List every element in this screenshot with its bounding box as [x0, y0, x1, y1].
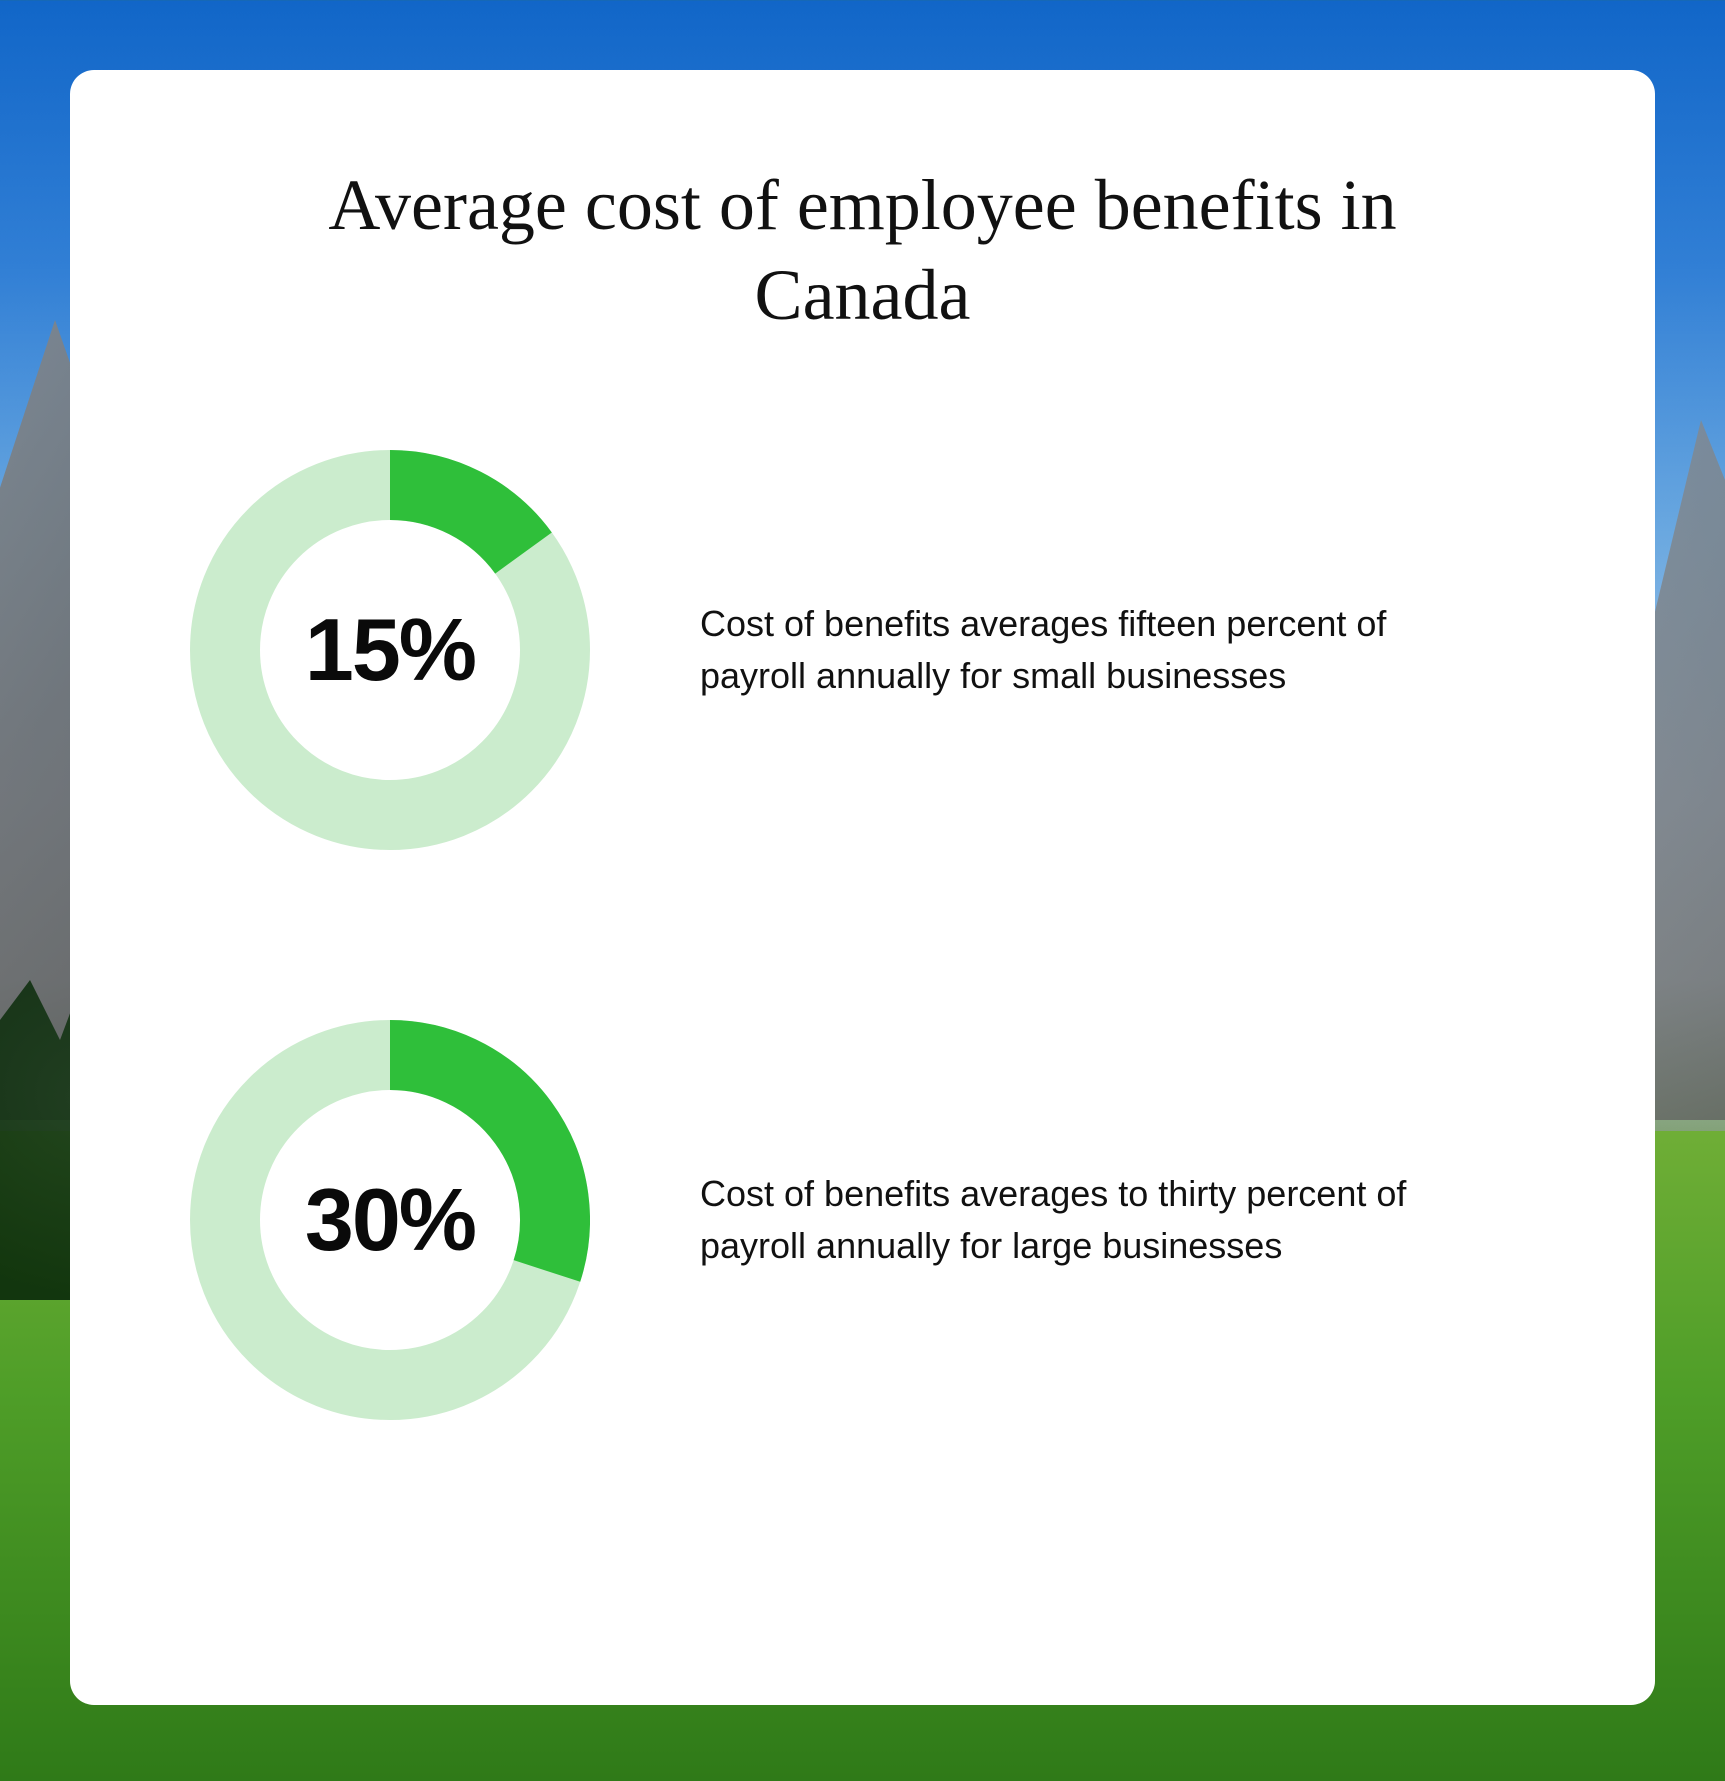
donut-chart-svg: [190, 1020, 590, 1420]
donut-description: Cost of benefits averages fifteen percen…: [700, 598, 1450, 702]
donut-chart: 15%: [190, 450, 590, 850]
info-card: Average cost of employee benefits in Can…: [70, 70, 1655, 1705]
card-title: Average cost of employee benefits in Can…: [313, 160, 1413, 340]
donut-rows-container: 15% Cost of benefits averages fifteen per…: [190, 450, 1535, 1420]
donut-description: Cost of benefits averages to thirty perc…: [700, 1168, 1450, 1272]
donut-row: 30% Cost of benefits averages to thirty p…: [190, 1020, 1535, 1420]
donut-chart: 30%: [190, 1020, 590, 1420]
donut-chart-svg: [190, 450, 590, 850]
donut-row: 15% Cost of benefits averages fifteen per…: [190, 450, 1535, 850]
